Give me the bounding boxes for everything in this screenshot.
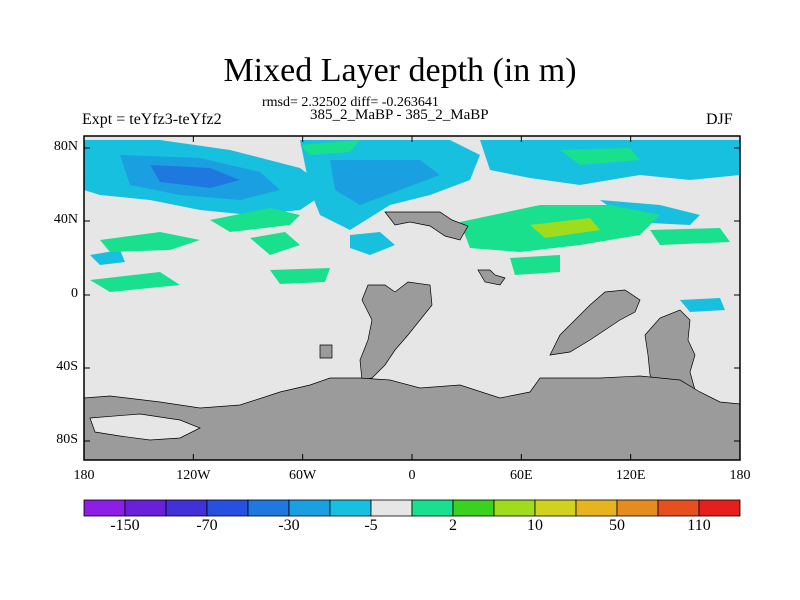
colorbar-label: -70 [196,517,218,534]
contour-green-pacific-band [100,232,200,252]
colorbar-label: 10 [527,517,543,534]
colorbar-swatch [288,499,331,517]
land-africa [549,289,641,356]
colorbar-swatch [206,499,249,517]
colorbar-swatch [657,499,700,517]
land-antarctic-coast [83,375,741,461]
land-antarctic-inner-gap [89,413,201,441]
y-tick-label: 80N [53,139,78,154]
land-small-1 [319,344,333,359]
case-names: 385_2_MaBP - 385_2_MaBP [310,107,489,123]
colorbar-label: 50 [609,517,625,534]
contour-green-s-2 [270,268,330,284]
negative-contours [84,140,740,312]
land-australia [644,309,696,396]
x-tick-label: 180 [729,468,751,483]
colorbar-label: 110 [687,517,711,534]
x-tick-label: 120W [176,468,211,483]
colorbar-label: 2 [449,517,457,534]
colorbar [83,499,741,517]
contour-green-mid-2 [250,232,300,255]
colorbar-swatch [452,499,495,517]
colorbar-swatch [493,499,536,517]
colorbar-swatch [165,499,208,517]
contour-blue-n-pacific-deep [150,165,240,188]
y-tick-label: 40S [56,359,78,374]
positive-contours [90,140,730,292]
colorbar-swatch [411,499,454,517]
y-tick-label: 0 [71,286,78,301]
tick-marks [83,136,741,460]
colorbar-swatch [247,499,290,517]
colorbar-swatch [83,499,126,517]
colorbar-swatch [534,499,577,517]
colorbar-swatch [698,499,741,517]
contour-blue-small-2 [90,250,125,265]
x-tick-label: 60W [289,468,317,483]
contour-blue-small-1 [350,232,395,255]
x-tick-label: 60E [510,468,533,483]
colorbar-swatch [616,499,659,517]
experiment-label: Expt = teYfz3-teYfz2 [82,111,222,128]
contour-blue-n-atlantic-core [330,160,440,205]
contour-blue-pacific-east [600,200,700,225]
contour-green-s-1 [90,272,180,292]
contour-green-n-pacific [210,208,300,232]
colorbar-label: -30 [278,517,300,534]
contour-green-arctic [300,140,360,155]
x-tick-label: 120E [615,468,646,483]
contour-yellow-core [530,218,600,238]
colorbar-swatch [124,499,167,517]
colorbar-swatch [370,499,413,517]
season-label: DJF [706,111,733,128]
contour-green-arctic-2 [560,148,640,165]
contour-green-s-3 [650,228,730,245]
land-iberia [384,211,469,241]
land-arabia [477,269,506,286]
land-mask [83,211,741,461]
colorbar-label: -5 [364,517,378,534]
contour-green-mid-1 [510,255,560,275]
plot-title: Mixed Layer depth (in m) [223,52,577,89]
contour-blue-small-3 [680,298,725,312]
map-panel [83,135,741,461]
rmsd-diff-stats: rmsd= 2.32502 diff= -0.263641 [262,95,439,110]
colorbar-label: -150 [110,517,140,534]
colorbar-swatch [575,499,618,517]
land-south-america [359,281,433,381]
x-tick-label: 180 [73,468,95,483]
x-tick-label: 0 [408,468,416,483]
y-tick-label: 40N [53,212,78,227]
y-tick-label: 80S [56,432,78,447]
colorbar-swatch [329,499,372,517]
